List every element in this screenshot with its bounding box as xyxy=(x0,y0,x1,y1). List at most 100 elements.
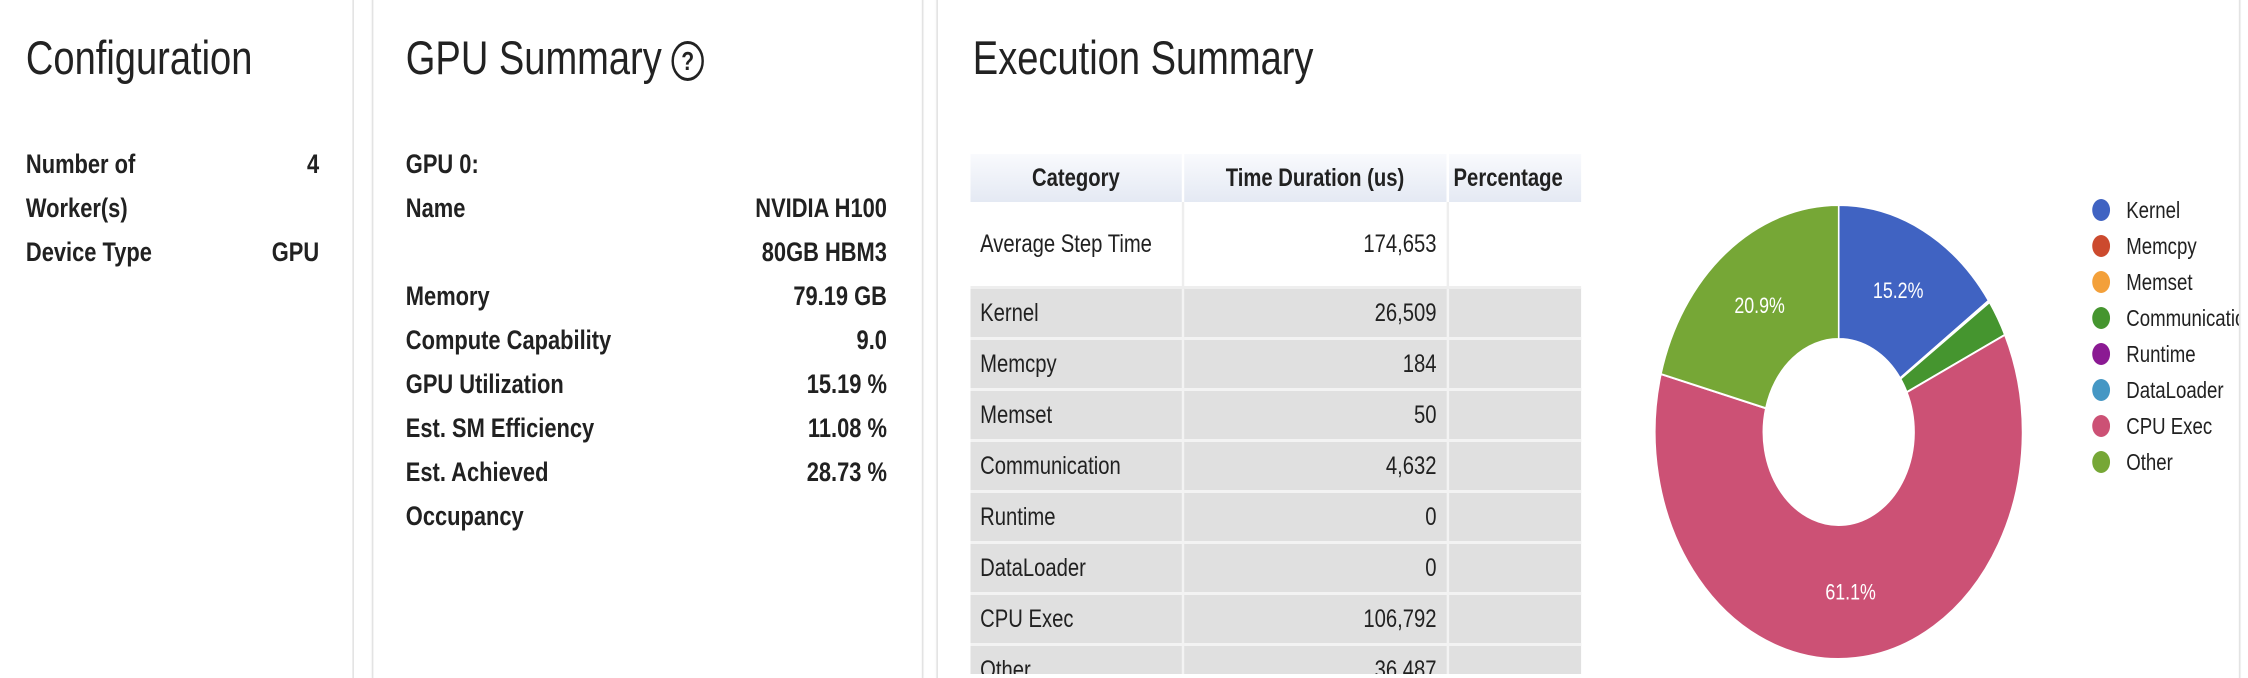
execution-table-scroll[interactable]: Category Time Duration (us) Percentage A… xyxy=(970,154,1582,674)
gpu-sm-value: 11.08 % xyxy=(807,413,887,443)
gpu-occupancy-value: 28.73 % xyxy=(806,457,887,487)
duration-cell: 0 xyxy=(1182,542,1449,595)
config-row-workers: Number of Worker(s) 4 xyxy=(26,142,319,230)
duration-cell: 0 xyxy=(1182,491,1449,544)
gpu-memory-label: Memory xyxy=(405,281,490,311)
legend-dot-icon xyxy=(2092,379,2111,401)
legend-item[interactable]: CPU Exec xyxy=(2092,408,2212,444)
category-cell: CPU Exec xyxy=(970,593,1184,646)
config-label: Number of Worker(s) xyxy=(25,149,136,223)
configuration-title: Configuration xyxy=(25,31,253,84)
category-cell: Memcpy xyxy=(970,338,1184,391)
percentage-cell xyxy=(1447,287,1582,340)
legend-item[interactable]: Runtime xyxy=(2092,336,2196,372)
gpu-name-value: NVIDIA H100 80GB HBM3 xyxy=(755,193,887,267)
gpu-row-name: Name NVIDIA H100 80GB HBM3 xyxy=(406,186,887,274)
category-cell: Average Step Time xyxy=(970,202,1184,289)
slice-cpu-exec[interactable] xyxy=(1654,333,2024,660)
gpu-row-memory: Memory 79.19 GB xyxy=(406,274,887,318)
gpu-row-occupancy: Est. Achieved Occupancy 28.73 % xyxy=(406,450,887,538)
legend-item[interactable]: Memset xyxy=(2092,264,2193,300)
legend-item[interactable]: Kernel xyxy=(2092,192,2180,228)
gpu-row-compute-capability: Compute Capability 9.0 xyxy=(406,318,887,362)
legend-dot-icon xyxy=(2092,343,2111,365)
gpu-info-list: GPU 0: Name NVIDIA H100 80GB HBM3 Memory 7… xyxy=(406,142,887,538)
table-row: Memset 50 xyxy=(970,389,1582,442)
gpu-summary-title-text: GPU Summary xyxy=(405,31,662,84)
duration-cell: 184 xyxy=(1182,338,1449,391)
execution-summary-title: Execution Summary xyxy=(972,31,1314,84)
percentage-cell xyxy=(1447,542,1582,595)
duration-cell: 174,653 xyxy=(1182,202,1449,289)
table-row: Communication 4,632 xyxy=(970,440,1582,493)
category-cell: Communication xyxy=(970,440,1184,493)
legend-label: Other xyxy=(2126,448,2173,475)
legend-item[interactable]: DataLoader xyxy=(2092,372,2224,408)
percentage-cell xyxy=(1447,491,1582,544)
column-header-category[interactable]: Category xyxy=(970,154,1184,202)
legend-label: Communication xyxy=(2126,304,2239,331)
column-header-percentage[interactable]: Percentage xyxy=(1447,154,1582,202)
duration-cell: 26,509 xyxy=(1182,287,1449,340)
legend-item[interactable]: Other xyxy=(2092,444,2173,480)
gpu-memory-value: 79.19 GB xyxy=(793,281,887,311)
legend-dot-icon xyxy=(2092,415,2111,437)
duration-cell: 106,792 xyxy=(1182,593,1449,646)
legend-dot-icon xyxy=(2092,235,2111,257)
slice-other[interactable] xyxy=(1659,203,1840,410)
legend-dot-icon xyxy=(2092,307,2111,329)
configuration-list: Number of Worker(s) 4 Device Type GPU xyxy=(26,142,319,274)
table-row: Kernel 26,509 xyxy=(970,287,1582,340)
legend-label: CPU Exec xyxy=(2126,412,2213,439)
gpu-summary-panel: GPU Summary? GPU 0: Name NVIDIA H100 80GB… xyxy=(371,0,924,678)
legend-dot-icon xyxy=(2092,271,2111,293)
category-cell: Runtime xyxy=(970,491,1184,544)
configuration-panel: Configuration Number of Worker(s) 4 Devic… xyxy=(0,0,354,678)
percentage-cell xyxy=(1447,440,1582,493)
gpu-name-label: Name xyxy=(405,193,466,223)
duration-cell: 50 xyxy=(1182,389,1449,442)
gpu-row-sm-efficiency: Est. SM Efficiency 11.08 % xyxy=(406,406,887,450)
table-row: Runtime 0 xyxy=(970,491,1582,544)
execution-table: Category Time Duration (us) Percentage A… xyxy=(970,154,1582,674)
gpu-row-header: GPU 0: xyxy=(406,142,887,186)
config-label: Device Type xyxy=(25,237,152,267)
legend-label: Kernel xyxy=(2126,196,2181,223)
slice-label: 20.9% xyxy=(1734,295,1785,319)
question-circle-icon[interactable]: ? xyxy=(671,41,704,81)
percentage-cell xyxy=(1447,338,1582,391)
category-cell: Memset xyxy=(970,389,1184,442)
legend-label: Memcpy xyxy=(2126,232,2197,259)
legend-item[interactable]: Communication xyxy=(2092,300,2239,336)
legend-label: Memset xyxy=(2126,268,2193,295)
slice-label: 61.1% xyxy=(1825,581,1876,605)
gpu-util-label: GPU Utilization xyxy=(405,369,564,399)
column-header-duration[interactable]: Time Duration (us) xyxy=(1182,154,1449,202)
duration-cell: 4,632 xyxy=(1182,440,1449,493)
gpu-sm-label: Est. SM Efficiency xyxy=(405,413,595,443)
gpu-summary-title: GPU Summary? xyxy=(406,30,704,85)
execution-donut-chart: 15.2% 61.1% 20.9% xyxy=(1654,203,2024,660)
legend-label: DataLoader xyxy=(2126,376,2224,403)
percentage-cell xyxy=(1447,202,1582,289)
table-row: DataLoader 0 xyxy=(970,542,1582,595)
table-row: CPU Exec 106,792 xyxy=(970,593,1582,646)
table-header-row: Category Time Duration (us) Percentage xyxy=(970,154,1582,202)
category-cell: DataLoader xyxy=(970,542,1184,595)
percentage-cell xyxy=(1447,593,1582,646)
gpu-compute-value: 9.0 xyxy=(856,325,887,355)
legend-item[interactable]: Memcpy xyxy=(2092,228,2197,264)
percentage-cell xyxy=(1447,389,1582,442)
config-row-device-type: Device Type GPU xyxy=(26,230,319,274)
table-row: Average Step Time 174,653 xyxy=(970,202,1582,289)
config-value: GPU xyxy=(271,237,320,267)
overview-page: Configuration Number of Worker(s) 4 Devic… xyxy=(25,0,2241,678)
slice-label: 15.2% xyxy=(1873,279,1924,303)
legend-label: Runtime xyxy=(2126,340,2196,367)
gpu-util-value: 15.19 % xyxy=(806,369,887,399)
gpu-occupancy-label: Est. Achieved Occupancy xyxy=(405,457,549,531)
category-cell: Kernel xyxy=(970,287,1184,340)
legend-dot-icon xyxy=(2092,451,2111,473)
gpu-row-utilization: GPU Utilization 15.19 % xyxy=(406,362,887,406)
slice-kernel[interactable] xyxy=(1837,203,1990,380)
